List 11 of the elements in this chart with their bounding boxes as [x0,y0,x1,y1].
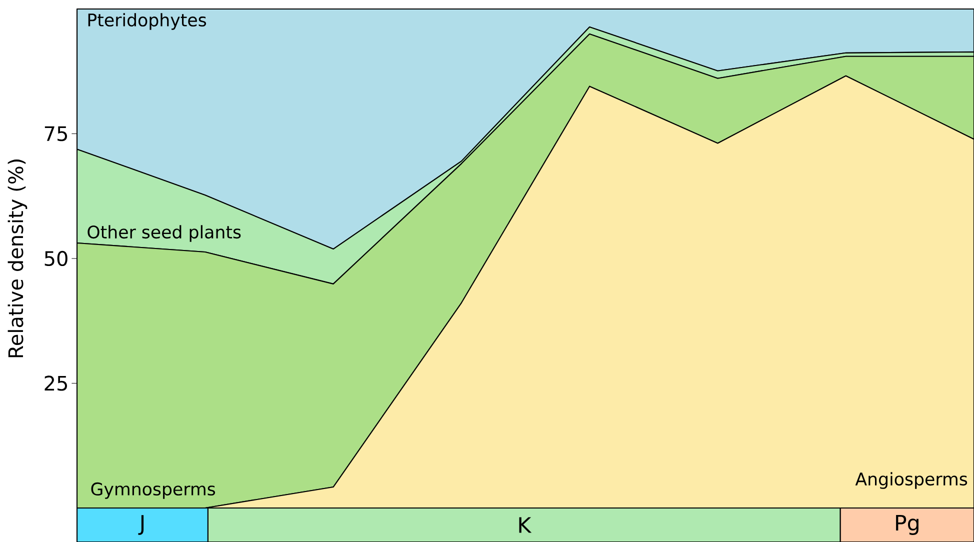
series-label: Other seed plants [88,225,241,242]
series-label: Gymnosperms [91,482,216,499]
y-tick-label: 75 [44,126,67,142]
text: Pg [896,514,918,535]
series-label: Angiosperms [855,472,968,489]
y-tick-label: 25 [44,376,67,391]
text: J [138,515,144,535]
text: K [519,517,532,533]
series-label: Pteridophytes [88,13,206,30]
y-axis-title: Relative density (%) [8,160,28,358]
y-tick-label: 50 [44,250,68,266]
